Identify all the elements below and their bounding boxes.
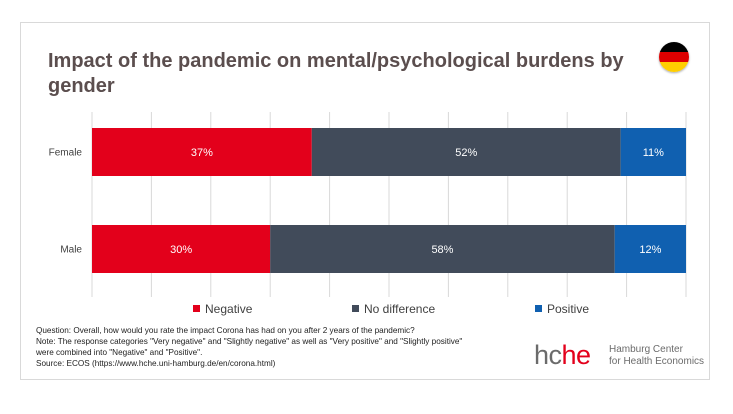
bars: Female 37% 52% 11% Male 30% 58% 12% [49,128,686,273]
germany-flag-icon [659,42,689,72]
bar-segment-negative [92,128,312,176]
category-label: Female [49,148,83,159]
category-label: Male [60,245,82,256]
chart-frame [20,22,710,380]
question-note: Question: Overall, how would you rate th… [36,326,415,335]
data-label: 52% [455,147,477,159]
legend-entry: Negative [205,302,253,316]
logo-mark-a: hc [534,340,562,370]
legend-entry: Positive [547,302,589,316]
data-label: 30% [170,244,192,256]
data-label: 11% [643,147,664,159]
chart-notes: Question: Overall, how would you rate th… [36,325,506,369]
bar-segment-negative [92,225,271,273]
source-note: Source: ECOS (https://www.hche.uni-hambu… [36,359,276,368]
legend-entry: No difference [364,302,435,316]
data-label: 37% [191,147,213,159]
logo-mark-b: he [561,340,592,370]
chart-title: Impact of the pandemic on mental/psychol… [48,50,624,97]
bar-segment-positive [614,225,686,273]
response-note-line-2: were combined into "Negative" and "Posit… [36,348,203,357]
logo-mark: hche [534,340,591,370]
response-note-line-1: Note: The response categories "Very nega… [36,337,463,346]
data-label: 58% [431,244,453,256]
hche-logo: hche Hamburg Center for Health Economics [534,340,704,370]
logo-text-line-2: for Health Economics [609,356,705,367]
bar-segment-no-difference [311,128,621,176]
logo-text-line-1: Hamburg Center [609,344,683,355]
logo-text: Hamburg Center for Health Economics [609,344,704,368]
legend-swatch [535,305,542,312]
legend: Negative No difference Positive [193,302,589,316]
bar-segment-positive [620,128,686,176]
bar-segment-no-difference [270,225,615,273]
legend-swatch [193,305,200,312]
data-label: 12% [639,244,661,256]
legend-swatch [352,305,359,312]
